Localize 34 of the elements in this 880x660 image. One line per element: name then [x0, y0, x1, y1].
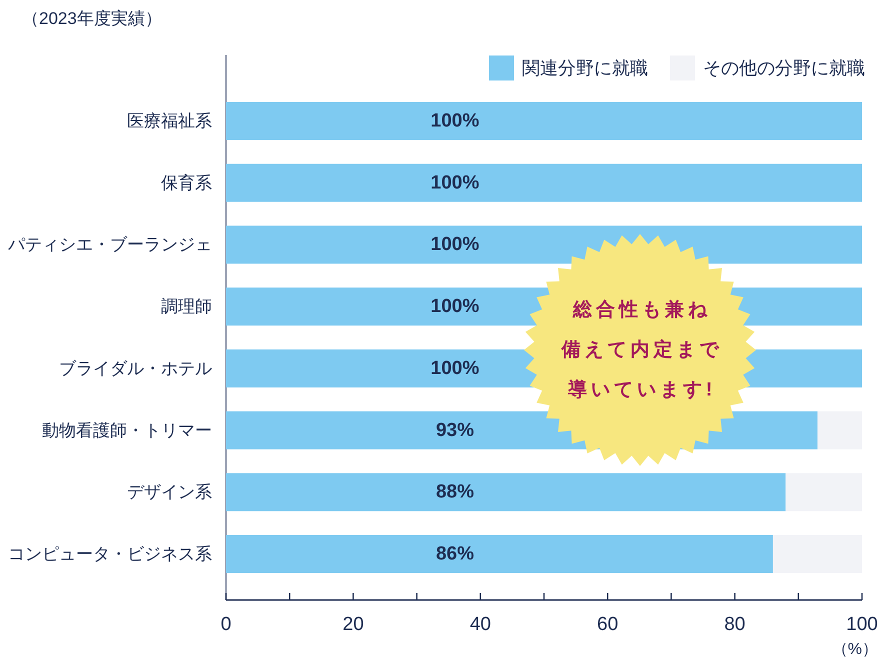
y-tick-label: 調理師	[161, 297, 212, 316]
data-label: 100%	[430, 296, 480, 318]
y-tick-label: パティシエ・ブーランジェ	[7, 235, 212, 254]
data-label: 88%	[436, 482, 474, 503]
legend-label: その他の分野に就職	[703, 58, 865, 78]
y-tick-label: ブライダル・ホテル	[59, 358, 212, 378]
y-tick-label: コンピュータ・ビジネス系	[8, 544, 212, 564]
x-axis-title: （%）	[832, 641, 878, 658]
legend-label: 関連分野に就職	[522, 58, 648, 78]
bar	[226, 473, 786, 512]
bar	[226, 535, 773, 573]
annotation: 総合性も兼ね備えて内定まで導いています!	[560, 298, 722, 400]
data-label: 86%	[436, 544, 474, 564]
data-label: 100%	[430, 172, 480, 194]
x-tick-label: 0	[220, 614, 232, 635]
bar	[772, 535, 862, 573]
y-tick-label: 動物看護師・トリマー	[42, 420, 212, 440]
bar	[226, 102, 862, 140]
data-label: 93%	[436, 420, 474, 441]
data-label: 100%	[430, 110, 480, 132]
y-tick-label: 医療福祉系	[127, 112, 212, 130]
chart-title: （2023年度実績）	[22, 9, 162, 28]
x-tick-label: 60	[597, 614, 618, 635]
x-tick-label: 20	[342, 614, 364, 635]
x-tick-label: 100	[846, 614, 878, 635]
bar	[226, 164, 862, 202]
bar	[817, 411, 862, 450]
x-tick-label: 80	[724, 614, 746, 635]
x-tick-label: 40	[470, 614, 491, 635]
y-tick-label: 保育系	[161, 173, 212, 192]
y-tick-label: デザイン系	[127, 482, 212, 502]
bar	[786, 473, 862, 512]
data-label: 100%	[430, 234, 480, 256]
data-label: 100%	[430, 358, 480, 379]
